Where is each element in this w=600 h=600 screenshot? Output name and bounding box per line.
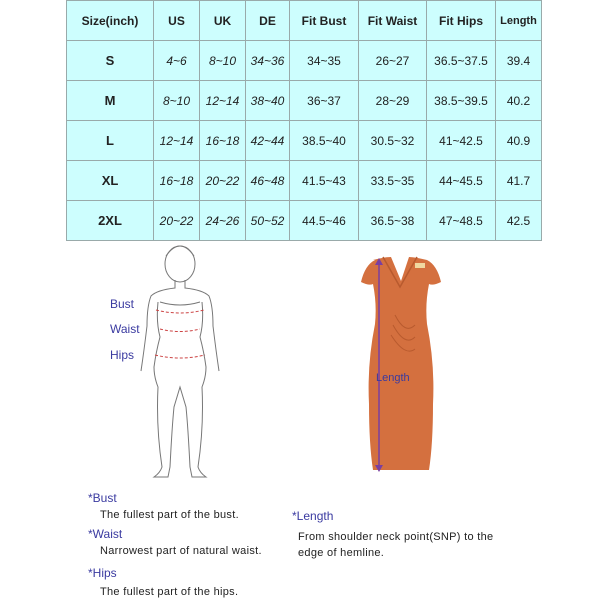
table-cell: 46~48: [245, 160, 290, 201]
table-cell: 24~26: [199, 200, 246, 241]
table-cell: 34~36: [245, 40, 290, 81]
table-cell: 38.5~40: [289, 120, 359, 161]
table-cell: 44.5~46: [289, 200, 359, 241]
column-header: DE: [245, 0, 290, 41]
body-measurement-figure: [140, 245, 220, 478]
bust-def-title: *Bust: [88, 491, 117, 505]
table-cell: 47~48.5: [426, 200, 496, 241]
hips-label: Hips: [110, 348, 135, 362]
table-cell: 38~40: [245, 80, 290, 121]
size-chart-table: Size(inch) US UK DE Fit Bust Fit Waist Fit Hip…: [66, 0, 542, 241]
waist-def-title: *Waist: [88, 527, 123, 541]
table-cell: 30.5~32: [358, 120, 427, 161]
table-cell: 16~18: [199, 120, 246, 161]
table-cell: 40.2: [495, 80, 542, 121]
table-cell: 8~10: [153, 80, 200, 121]
waist-label: Waist: [110, 322, 140, 336]
table-cell: 26~27: [358, 40, 427, 81]
dress-image: [361, 256, 441, 470]
length-arrow-icon: [375, 258, 383, 472]
table-row: M 8~10 12~14 38~40 36~37 28~29 38.5~39.5 40.2: [66, 80, 542, 121]
hips-def-text: The fullest part of the hips.: [100, 586, 239, 598]
table-cell: 12~14: [153, 120, 200, 161]
column-header: Fit Waist: [358, 0, 427, 41]
table-cell: 38.5~39.5: [426, 80, 496, 121]
length-def-text-1: From shoulder neck point(SNP) to the: [298, 531, 494, 543]
table-cell: S: [66, 40, 154, 81]
column-header: Size(inch): [66, 0, 154, 41]
table-cell: M: [66, 80, 154, 121]
table-cell: 28~29: [358, 80, 427, 121]
table-row: L 12~14 16~18 42~44 38.5~40 30.5~32 41~42.5 40.…: [66, 120, 542, 161]
bust-label: Bust: [110, 297, 135, 311]
table-cell: 41.5~43: [289, 160, 359, 201]
column-header: UK: [199, 0, 246, 41]
column-header: US: [153, 0, 200, 41]
length-def-title: *Length: [292, 509, 334, 523]
column-header: Length: [495, 0, 542, 41]
table-cell: 4~6: [153, 40, 200, 81]
table-cell: 44~45.5: [426, 160, 496, 201]
table-row: S 4~6 8~10 34~36 34~35 26~27 36.5~37.5 39.4: [66, 40, 542, 81]
table-cell: 20~22: [199, 160, 246, 201]
table-cell: 8~10: [199, 40, 246, 81]
table-cell: 12~14: [199, 80, 246, 121]
table-cell: 42.5: [495, 200, 542, 241]
table-cell: 20~22: [153, 200, 200, 241]
table-cell: 39.4: [495, 40, 542, 81]
table-cell: 2XL: [66, 200, 154, 241]
table-row: XL 16~18 20~22 46~48 41.5~43 33.5~35 44~45.5 41…: [66, 160, 542, 201]
table-cell: 41~42.5: [426, 120, 496, 161]
table-cell: 42~44: [245, 120, 290, 161]
table-cell: 36~37: [289, 80, 359, 121]
table-cell: 36.5~37.5: [426, 40, 496, 81]
hips-def-title: *Hips: [88, 566, 117, 580]
table-cell: 50~52: [245, 200, 290, 241]
table-cell: 33.5~35: [358, 160, 427, 201]
table-cell: L: [66, 120, 154, 161]
table-cell: 36.5~38: [358, 200, 427, 241]
table-cell: 40.9: [495, 120, 542, 161]
column-header: Fit Hips: [426, 0, 496, 41]
column-header: Fit Bust: [289, 0, 359, 41]
table-cell: XL: [66, 160, 154, 201]
table-cell: 34~35: [289, 40, 359, 81]
bust-def-text: The fullest part of the bust.: [100, 509, 239, 521]
table-cell: 16~18: [153, 160, 200, 201]
length-def-text-2: edge of hemline.: [298, 547, 385, 559]
length-label: Length: [376, 372, 410, 384]
table-cell: 41.7: [495, 160, 542, 201]
waist-def-text: Narrowest part of natural waist.: [100, 545, 262, 557]
table-row: 2XL 20~22 24~26 50~52 44.5~46 36.5~38 47~48.5 4…: [66, 200, 542, 241]
